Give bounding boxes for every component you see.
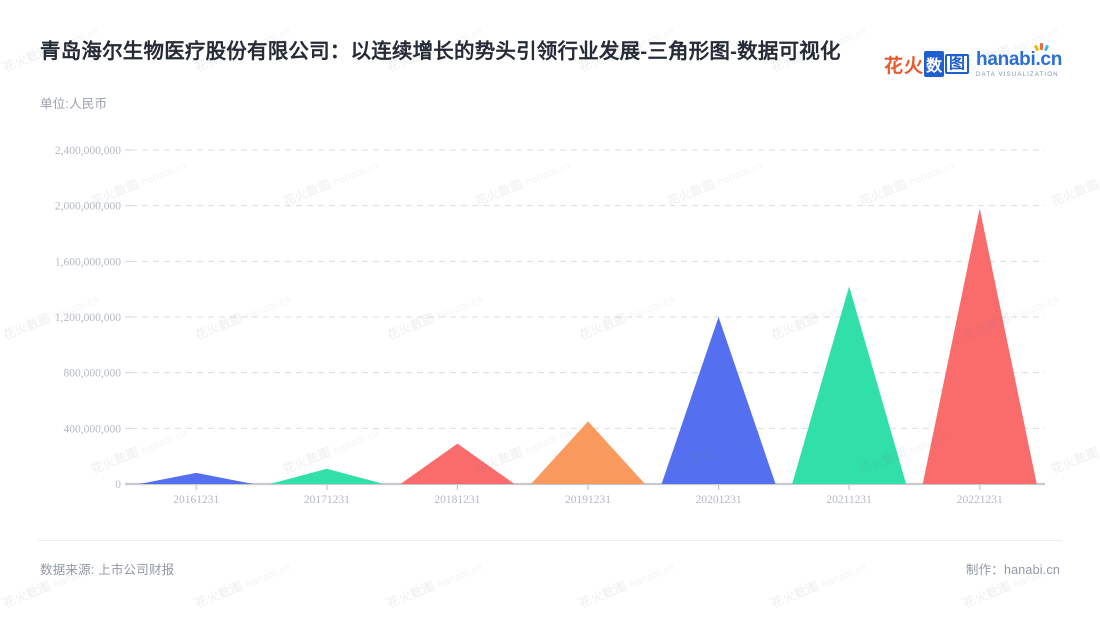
y-tick-label: 1,600,000,000 (55, 256, 121, 268)
chart-subtitle: 单位:人民币 (40, 97, 108, 111)
logo-char-huo: 火 (903, 55, 923, 77)
y-tick-label: 1,200,000,000 (55, 312, 121, 324)
data-triangle[interactable] (400, 443, 515, 484)
y-axis-tick-labels: 0 400,000,000 800,000,000 1,200,000,000 1,60… (55, 145, 131, 491)
y-tick-label: 2,400,000,000 (55, 145, 121, 157)
data-triangle[interactable] (531, 421, 645, 484)
data-series-triangles (139, 208, 1037, 484)
logo-tagline: DATA VISUALIZATION (976, 71, 1059, 78)
y-tick-label: 0 (115, 479, 121, 491)
x-tick-label: 20161231 (173, 494, 219, 506)
data-triangle[interactable] (792, 286, 907, 484)
x-tick-label: 20181231 (434, 494, 480, 506)
y-tick-label: 2,000,000,000 (55, 201, 121, 213)
x-tick-label: 20211231 (826, 494, 872, 506)
y-tick-label: 400,000,000 (64, 423, 122, 435)
logo-char-tu: 图 (945, 54, 970, 75)
footer-divider (38, 540, 1062, 541)
y-tick-label: 800,000,000 (64, 368, 122, 380)
data-triangle[interactable] (922, 208, 1037, 484)
page-title: 青岛海尔生物医疗股份有限公司：以连续增长的势头引领行业发展-三角形图-数据可视化 (40, 40, 841, 63)
data-source-label: 数据来源: 上市公司财报 (40, 563, 175, 577)
x-axis-tick-labels: 20161231 20171231 20181231 20191231 20201231… (173, 494, 1003, 506)
logo-chinese-mark: 花 火 数 图 (883, 51, 970, 78)
x-tick-label: 20171231 (304, 494, 350, 506)
x-tick-label: 20221231 (957, 494, 1003, 506)
sparkle-icon (1033, 43, 1050, 53)
x-axis-tick-marks (195, 484, 981, 490)
x-tick-label: 20201231 (696, 494, 742, 506)
logo-char-shu: 数 (923, 51, 944, 78)
data-triangle[interactable] (139, 472, 254, 484)
chart-footer: 数据来源: 上市公司财报 制作：hanabi.cn (0, 540, 1100, 600)
credit-label: 制作：hanabi.cn (965, 563, 1060, 577)
logo-domain: hanabi.cn (976, 49, 1062, 70)
grid-lines (131, 149, 1045, 429)
hanabi-logo: 花 火 数 图 hanabi.cn DATA VISUALIZATION (883, 43, 1062, 78)
logo-latin-mark: hanabi.cn DATA VISUALIZATION (976, 43, 1062, 78)
x-tick-label: 20191231 (565, 494, 611, 506)
data-triangle[interactable] (661, 317, 776, 484)
data-triangle[interactable] (269, 468, 384, 484)
logo-char-hua: 花 (883, 55, 903, 77)
